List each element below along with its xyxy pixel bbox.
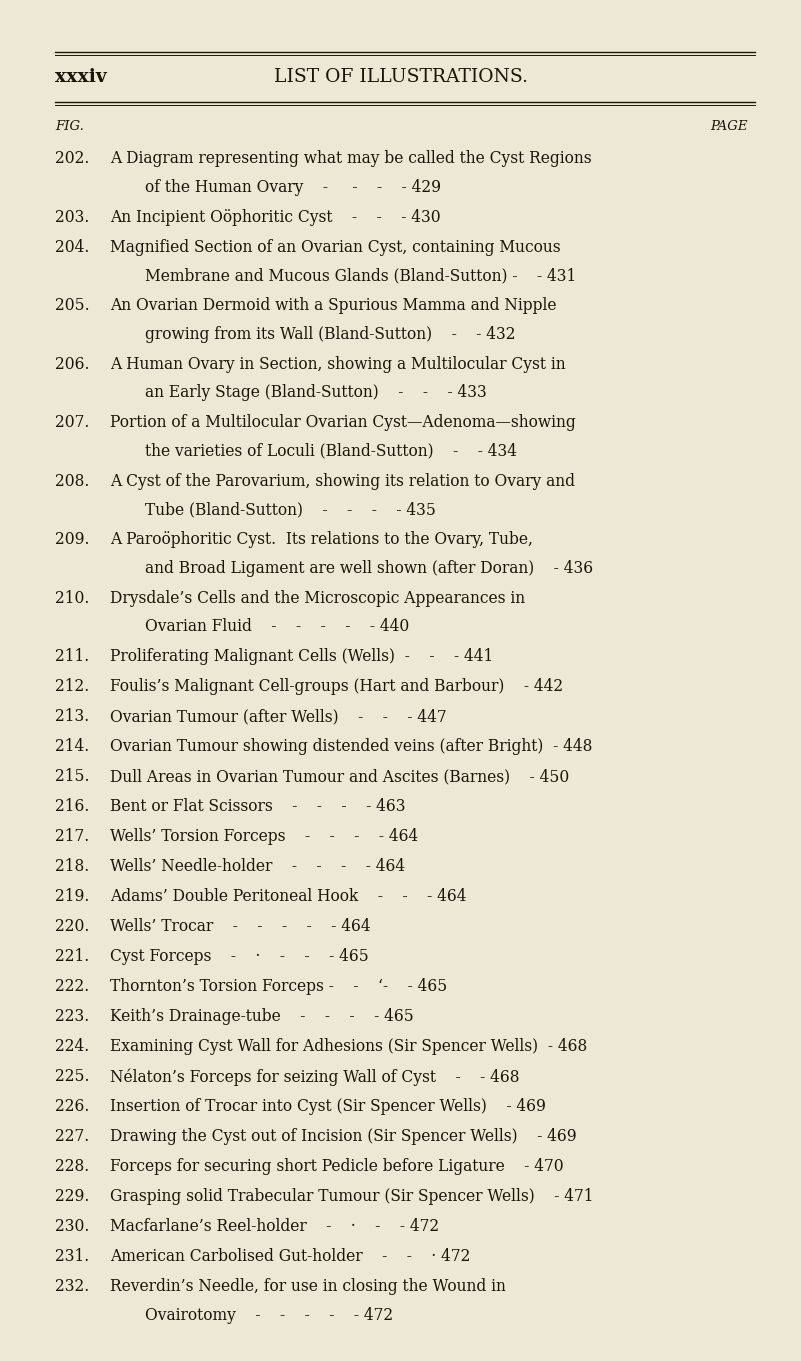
Text: Ovarian Tumour showing distended veins (after Bright)  - 448: Ovarian Tumour showing distended veins (…: [110, 738, 593, 755]
Text: 214.: 214.: [55, 738, 89, 755]
Text: 224.: 224.: [55, 1038, 89, 1055]
Text: Keith’s Drainage-tube    -    -    -    - 465: Keith’s Drainage-tube - - - - 465: [110, 1009, 414, 1025]
Text: 213.: 213.: [55, 708, 89, 725]
Text: A Human Ovary in Section, showing a Multilocular Cyst in: A Human Ovary in Section, showing a Mult…: [110, 355, 566, 373]
Text: Cyst Forceps    -    ·    -    -    - 465: Cyst Forceps - · - - - 465: [110, 949, 368, 965]
Text: 202.: 202.: [55, 150, 90, 167]
Text: 228.: 228.: [55, 1158, 89, 1175]
Text: 203.: 203.: [55, 208, 90, 226]
Text: 219.: 219.: [55, 887, 90, 905]
Text: 207.: 207.: [55, 414, 90, 431]
Text: An Incipient Oöphoritic Cyst    -    -    - 430: An Incipient Oöphoritic Cyst - - - 430: [110, 208, 441, 226]
Text: 221.: 221.: [55, 949, 89, 965]
Text: Forceps for securing short Pedicle before Ligature    - 470: Forceps for securing short Pedicle befor…: [110, 1158, 564, 1175]
Text: Wells’ Needle-holder    -    -    -    - 464: Wells’ Needle-holder - - - - 464: [110, 857, 405, 875]
Text: Macfarlane’s Reel-holder    -    ·    -    - 472: Macfarlane’s Reel-holder - · - - 472: [110, 1218, 439, 1234]
Text: Wells’ Trocar    -    -    -    -    - 464: Wells’ Trocar - - - - - 464: [110, 919, 371, 935]
Text: Bent or Flat Scissors    -    -    -    - 463: Bent or Flat Scissors - - - - 463: [110, 798, 405, 815]
Text: the varieties of Loculi (Bland-Sutton)    -    - 434: the varieties of Loculi (Bland-Sutton) -…: [145, 442, 517, 460]
Text: Magnified Section of an Ovarian Cyst, containing Mucous: Magnified Section of an Ovarian Cyst, co…: [110, 238, 561, 256]
Text: 227.: 227.: [55, 1128, 89, 1145]
Text: 225.: 225.: [55, 1068, 90, 1085]
Text: 216.: 216.: [55, 798, 90, 815]
Text: Insertion of Trocar into Cyst (Sir Spencer Wells)    - 469: Insertion of Trocar into Cyst (Sir Spenc…: [110, 1098, 545, 1115]
Text: Proliferating Malignant Cells (Wells)  -    -    - 441: Proliferating Malignant Cells (Wells) - …: [110, 648, 493, 666]
Text: Drysdale’s Cells and the Microscopic Appearances in: Drysdale’s Cells and the Microscopic App…: [110, 589, 525, 607]
Text: 211.: 211.: [55, 648, 89, 666]
Text: Tube (Bland-Sutton)    -    -    -    - 435: Tube (Bland-Sutton) - - - - 435: [145, 501, 436, 519]
Text: growing from its Wall (Bland-Sutton)    -    - 432: growing from its Wall (Bland-Sutton) - -…: [145, 325, 516, 343]
Text: 231.: 231.: [55, 1248, 89, 1264]
Text: Nélaton’s Forceps for seizing Wall of Cyst    -    - 468: Nélaton’s Forceps for seizing Wall of Cy…: [110, 1068, 520, 1086]
Text: 222.: 222.: [55, 979, 89, 995]
Text: Wells’ Torsion Forceps    -    -    -    - 464: Wells’ Torsion Forceps - - - - 464: [110, 827, 418, 845]
Text: 204.: 204.: [55, 238, 90, 256]
Text: xxxiv: xxxiv: [55, 68, 107, 86]
Text: 208.: 208.: [55, 472, 90, 490]
Text: 220.: 220.: [55, 919, 90, 935]
Text: A Diagram representing what may be called the Cyst Regions: A Diagram representing what may be calle…: [110, 150, 592, 167]
Text: 205.: 205.: [55, 297, 90, 314]
Text: Ovarian Tumour (after Wells)    -    -    - 447: Ovarian Tumour (after Wells) - - - 447: [110, 708, 447, 725]
Text: Adams’ Double Peritoneal Hook    -    -    - 464: Adams’ Double Peritoneal Hook - - - 464: [110, 887, 466, 905]
Text: 209.: 209.: [55, 531, 90, 548]
Text: Ovarian Fluid    -    -    -    -    - 440: Ovarian Fluid - - - - - 440: [145, 618, 409, 636]
Text: Thornton’s Torsion Forceps -    -    ‘-    - 465: Thornton’s Torsion Forceps - - ‘- - 465: [110, 979, 447, 995]
Text: Ovairotomy    -    -    -    -    - 472: Ovairotomy - - - - - 472: [145, 1307, 393, 1323]
Text: Portion of a Multilocular Ovarian Cyst—Adenoma—showing: Portion of a Multilocular Ovarian Cyst—A…: [110, 414, 576, 431]
Text: Drawing the Cyst out of Incision (Sir Spencer Wells)    - 469: Drawing the Cyst out of Incision (Sir Sp…: [110, 1128, 577, 1145]
Text: Dull Areas in Ovarian Tumour and Ascites (Barnes)    - 450: Dull Areas in Ovarian Tumour and Ascites…: [110, 768, 570, 785]
Text: Examining Cyst Wall for Adhesions (Sir Spencer Wells)  - 468: Examining Cyst Wall for Adhesions (Sir S…: [110, 1038, 587, 1055]
Text: 210.: 210.: [55, 589, 90, 607]
Text: 217.: 217.: [55, 827, 89, 845]
Text: 223.: 223.: [55, 1009, 89, 1025]
Text: An Ovarian Dermoid with a Spurious Mamma and Nipple: An Ovarian Dermoid with a Spurious Mamma…: [110, 297, 557, 314]
Text: FIG.: FIG.: [55, 120, 84, 133]
Text: 218.: 218.: [55, 857, 89, 875]
Text: 232.: 232.: [55, 1278, 89, 1296]
Text: and Broad Ligament are well shown (after Doran)    - 436: and Broad Ligament are well shown (after…: [145, 559, 593, 577]
Text: PAGE: PAGE: [710, 120, 748, 133]
Text: Reverdin’s Needle, for use in closing the Wound in: Reverdin’s Needle, for use in closing th…: [110, 1278, 506, 1296]
Text: 215.: 215.: [55, 768, 90, 785]
Text: an Early Stage (Bland-Sutton)    -    -    - 433: an Early Stage (Bland-Sutton) - - - 433: [145, 384, 487, 401]
Text: Membrane and Mucous Glands (Bland-Sutton) -    - 431: Membrane and Mucous Glands (Bland-Sutton…: [145, 267, 576, 284]
Text: 226.: 226.: [55, 1098, 90, 1115]
Text: Grasping solid Trabecular Tumour (Sir Spencer Wells)    - 471: Grasping solid Trabecular Tumour (Sir Sp…: [110, 1188, 594, 1204]
Text: of the Human Ovary    -     -    -    - 429: of the Human Ovary - - - - 429: [145, 178, 441, 196]
Text: Foulis’s Malignant Cell-groups (Hart and Barbour)    - 442: Foulis’s Malignant Cell-groups (Hart and…: [110, 678, 563, 695]
Text: 230.: 230.: [55, 1218, 90, 1234]
Text: A Cyst of the Parovarium, showing its relation to Ovary and: A Cyst of the Parovarium, showing its re…: [110, 472, 575, 490]
Text: American Carbolised Gut-holder    -    -    · 472: American Carbolised Gut-holder - - · 472: [110, 1248, 470, 1264]
Text: LIST OF ILLUSTRATIONS.: LIST OF ILLUSTRATIONS.: [273, 68, 528, 86]
Text: 229.: 229.: [55, 1188, 90, 1204]
Text: 212.: 212.: [55, 678, 89, 695]
Text: A Paroöphoritic Cyst.  Its relations to the Ovary, Tube,: A Paroöphoritic Cyst. Its relations to …: [110, 531, 533, 548]
Text: 206.: 206.: [55, 355, 90, 373]
